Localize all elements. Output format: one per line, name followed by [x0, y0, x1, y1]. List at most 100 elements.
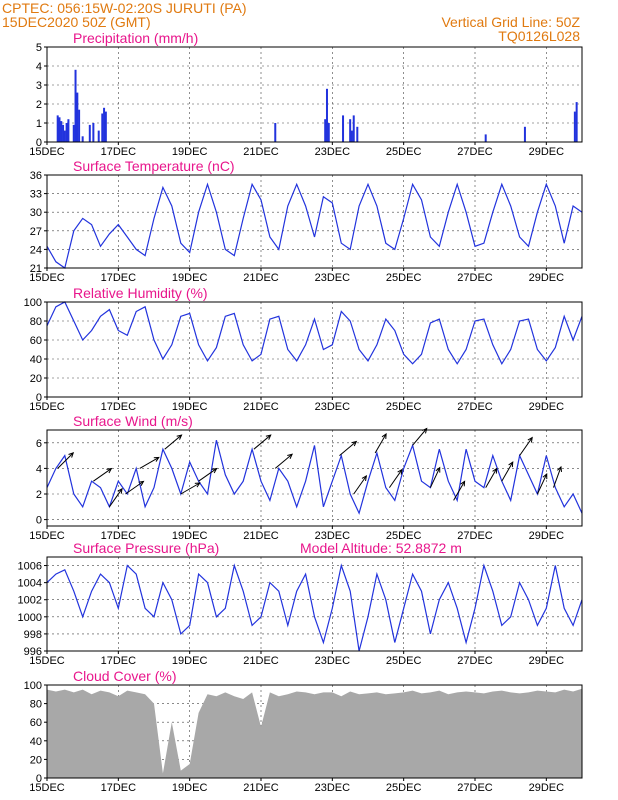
wind-arrowhead [381, 432, 387, 440]
wind-arrow [139, 456, 160, 469]
x-tick-label: 19DEC [172, 272, 208, 284]
y-tick-label: 20 [30, 373, 42, 385]
x-tick-label: 25DEC [386, 530, 422, 542]
y-tick-label: 2 [36, 489, 42, 501]
wind-arrowhead [211, 467, 218, 474]
wind-arrow [125, 480, 144, 495]
precip-bar [575, 102, 578, 142]
y-tick-label: 0 [36, 392, 42, 404]
y-tick-label: 27 [30, 226, 42, 238]
x-tick-label: 21DEC [243, 272, 279, 284]
x-tick-label: 27DEC [457, 401, 493, 413]
x-tick-label: 15DEC [29, 655, 65, 667]
y-tick-label: 5 [36, 42, 42, 54]
pres-frame [46, 556, 583, 652]
wind-arrow [353, 475, 367, 495]
precip-bar [327, 123, 330, 142]
precip-bar [81, 136, 84, 142]
wind-arrowhead [68, 452, 75, 458]
y-tick-label: 1000 [18, 612, 42, 624]
y-tick-label: 24 [30, 244, 42, 256]
wind-arrow [164, 434, 182, 450]
y-tick-label: 1 [36, 118, 42, 130]
wind-arrow [109, 488, 123, 508]
y-tick-label: 4 [36, 61, 42, 73]
pres-title: Surface Pressure (hPa) [73, 540, 219, 556]
y-tick-label: 40 [30, 736, 42, 748]
precip-bar [78, 109, 81, 142]
precip-bar [58, 117, 61, 142]
y-tick-label: 3 [36, 80, 42, 92]
x-tick-label: 19DEC [172, 782, 208, 794]
x-tick-label: 15DEC [29, 782, 65, 794]
wind-arrowhead [117, 487, 123, 494]
x-tick-label: 17DEC [101, 401, 137, 413]
precip-bar [356, 126, 359, 142]
precip-bar [484, 134, 487, 142]
y-tick-label: 40 [30, 354, 42, 366]
y-tick-label: 1006 [18, 561, 42, 573]
x-tick-label: 21DEC [243, 782, 279, 794]
y-tick-label: 30 [30, 207, 42, 219]
precip-bar [104, 111, 107, 142]
wind-arrowhead [176, 434, 183, 440]
y-tick-label: 998 [24, 629, 42, 641]
x-tick-label: 21DEC [243, 655, 279, 667]
precip-bar [352, 115, 355, 142]
wind-arrow [519, 437, 533, 456]
y-tick-label: 996 [24, 646, 42, 658]
wind-arrowhead [194, 482, 201, 488]
wind-arrowhead [527, 436, 533, 443]
precip-bar [60, 121, 63, 142]
precip-frame [46, 46, 583, 143]
y-tick-label: 20 [30, 754, 42, 766]
wind-arrowhead [106, 467, 113, 474]
wind-arrow [536, 473, 548, 495]
wind-arrow [57, 452, 74, 469]
x-tick-label: 23DEC [315, 272, 351, 284]
temp-series-line [46, 182, 583, 269]
date-header: 15DEC2020 50Z (GMT) [2, 14, 151, 30]
precip-bar [349, 119, 352, 142]
x-tick-label: 29DEC [529, 530, 565, 542]
wind-arrowhead [351, 440, 358, 447]
x-tick-label: 25DEC [386, 146, 422, 158]
x-tick-label: 23DEC [315, 782, 351, 794]
wind-arrowhead [492, 467, 498, 474]
y-tick-label: 100 [24, 680, 42, 692]
y-tick-label: 36 [30, 170, 42, 182]
x-tick-label: 17DEC [101, 782, 137, 794]
x-tick-label: 27DEC [457, 272, 493, 284]
x-tick-label: 17DEC [101, 655, 137, 667]
wind-arrowhead [138, 480, 145, 486]
wind-arrowhead [265, 434, 272, 440]
cloud-cover-area [47, 688, 582, 778]
wind-arrow [198, 468, 217, 482]
precip-bar [274, 123, 277, 142]
grid-line-note: Vertical Grid Line: 50Z [441, 14, 580, 30]
wind-arrow [485, 468, 498, 488]
rh-title: Relative Humidity (%) [73, 285, 208, 301]
precip-bar [523, 126, 526, 142]
precip-bar [350, 130, 353, 142]
x-tick-label: 19DEC [172, 401, 208, 413]
wind-arrowhead [542, 473, 548, 480]
precip-bar [76, 92, 79, 142]
x-tick-label: 15DEC [29, 530, 65, 542]
x-tick-label: 29DEC [529, 272, 565, 284]
model-id: TQ0126L028 [498, 28, 580, 44]
y-tick-label: 2 [36, 99, 42, 111]
x-tick-label: 17DEC [101, 272, 137, 284]
cloud-title: Cloud Cover (%) [73, 668, 176, 684]
wind-arrow [388, 469, 403, 488]
x-tick-label: 21DEC [243, 530, 279, 542]
x-tick-label: 15DEC [29, 401, 65, 413]
precip-title: Precipitation (mm/h) [73, 30, 198, 46]
y-tick-label: 80 [30, 699, 42, 711]
x-tick-label: 25DEC [386, 401, 422, 413]
y-tick-label: 0 [36, 773, 42, 785]
wind-arrow [274, 453, 293, 469]
rh-series-line [46, 301, 583, 366]
x-tick-label: 21DEC [243, 146, 279, 158]
